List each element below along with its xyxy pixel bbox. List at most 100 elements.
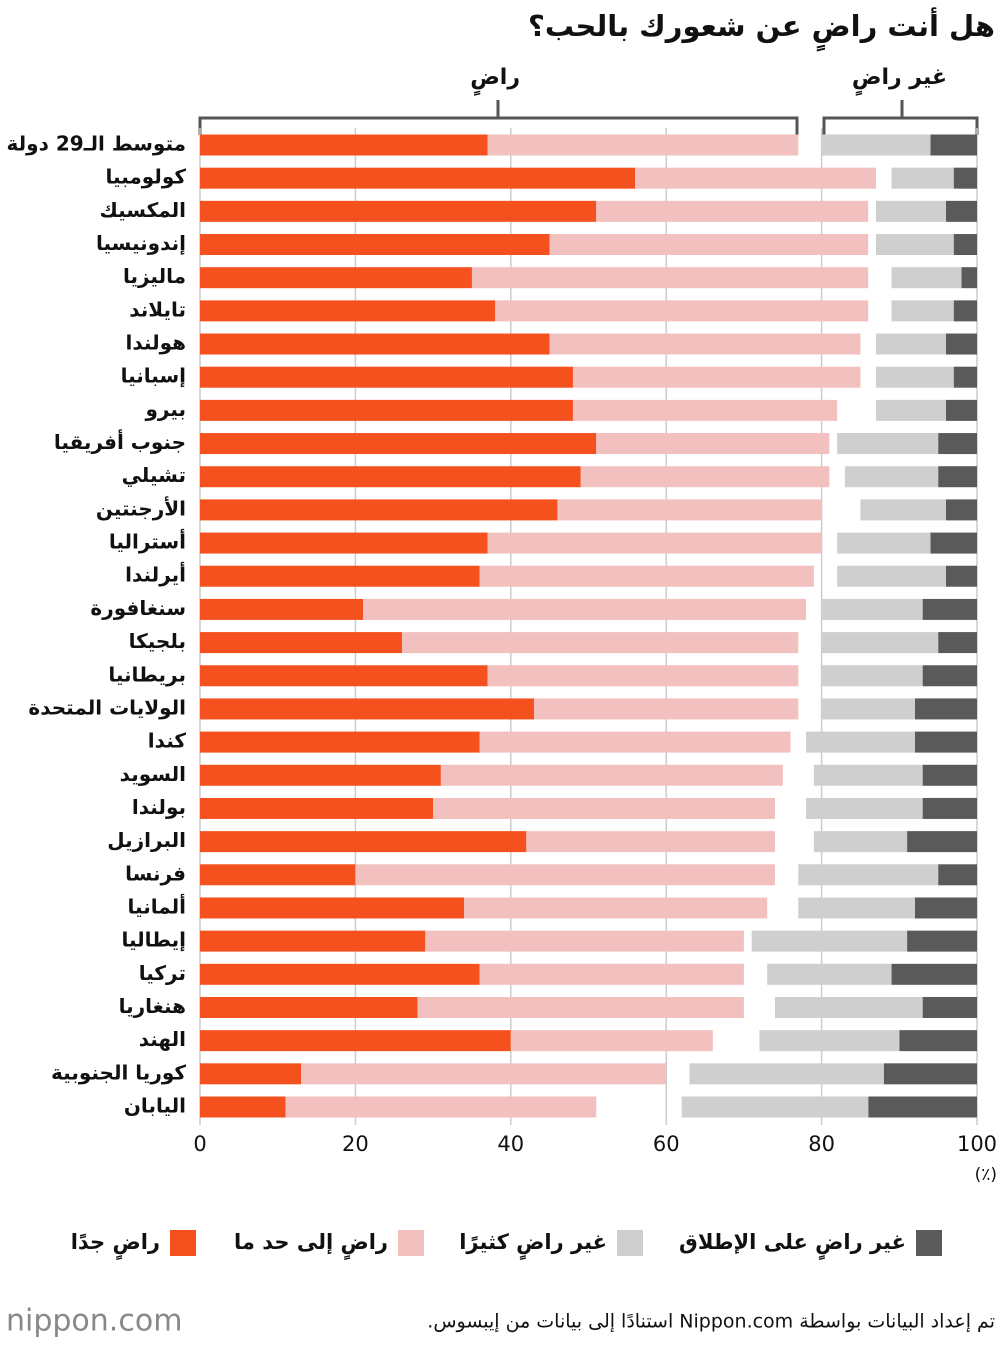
y-tick-label: الأرجنتين [96, 495, 186, 520]
bar-segment [875, 399, 946, 421]
bar-segment [914, 897, 977, 919]
bar-segment [495, 300, 869, 322]
bar-segment [806, 797, 923, 819]
y-tick-label: أيرلندا [125, 561, 186, 587]
bar-segment [681, 1096, 869, 1118]
bar-segment [549, 234, 869, 256]
bar-segment [821, 632, 939, 654]
bar-segment [930, 532, 977, 554]
bar-segment [751, 930, 908, 952]
bar-segment [557, 499, 822, 521]
bar-segment [200, 598, 364, 620]
bar-segment [821, 134, 931, 156]
bar-segment [487, 134, 799, 156]
y-tick-label: بولندا [132, 795, 186, 819]
bar-segment [200, 532, 488, 554]
bar-segment [899, 1030, 977, 1052]
y-tick-label: هنغاريا [119, 994, 186, 1018]
bar-segment [821, 698, 915, 720]
bar-segment [200, 764, 441, 786]
y-tick-label: بريطانيا [108, 662, 186, 686]
bar-segment [938, 466, 977, 488]
chart-title: هل أنت راضٍ عن شعورك بالحب؟ [528, 7, 995, 51]
bar-segment [363, 598, 807, 620]
bar-segment [572, 366, 861, 388]
bar-segment [200, 797, 434, 819]
bar-segment [953, 300, 977, 322]
y-tick-label: تشيلي [122, 463, 186, 488]
bar-segment [200, 565, 480, 587]
bar-segment [440, 764, 783, 786]
bar-segment [549, 333, 861, 355]
y-tick-label: متوسط الـ29 دولة [7, 132, 186, 156]
y-tick-label: السويد [120, 762, 186, 786]
bar-segment [402, 632, 799, 654]
bar-segment [200, 333, 550, 355]
bar-segment [907, 930, 977, 952]
bar-segment [572, 399, 838, 421]
bar-segment [883, 1063, 977, 1085]
bar-segment [596, 433, 830, 455]
legend-label: راضٍ جدًا [71, 1230, 160, 1261]
y-tick-label: اليابان [124, 1094, 186, 1118]
bar-segment [821, 598, 923, 620]
bar-segment [471, 267, 869, 289]
bar-segment [200, 963, 480, 985]
bar-segment [945, 565, 977, 587]
bar-segment [534, 698, 799, 720]
bar-segment [487, 532, 822, 554]
bar-segment [689, 1063, 884, 1085]
bar-segment [938, 632, 977, 654]
bar-segment [922, 665, 977, 687]
bar-segment [200, 1096, 286, 1118]
bar-segment [953, 366, 977, 388]
bar-segment [200, 300, 496, 322]
bar-segment [200, 167, 636, 189]
bar-segment [922, 598, 977, 620]
bar-segment [510, 1030, 713, 1052]
bar-segment [953, 167, 977, 189]
y-tick-label: سنغافورة [90, 596, 186, 620]
bar-segment [580, 466, 830, 488]
bar-segment [200, 632, 403, 654]
bar-segment [875, 200, 946, 222]
bar-segment [526, 831, 775, 853]
bar-segment [813, 831, 908, 853]
bar-segment [417, 996, 744, 1018]
bar-segment [922, 797, 977, 819]
bar-segment [200, 698, 535, 720]
x-unit: (٪) [975, 1165, 997, 1185]
bar-segment [875, 333, 946, 355]
legend-swatch [916, 1230, 942, 1256]
x-tick-label: 60 [653, 1132, 680, 1156]
bar-segment [200, 234, 550, 256]
bar-segment [914, 698, 977, 720]
x-tick-label: 20 [342, 1132, 369, 1156]
bar-segment [891, 963, 977, 985]
y-tick-label: بلجيكا [129, 629, 186, 653]
bar-segment [200, 366, 573, 388]
bar-segment [767, 963, 892, 985]
bar-segment [200, 267, 472, 289]
y-tick-label: فرنسا [125, 861, 186, 885]
legend-label: غير راضٍ كثيرًا [459, 1230, 607, 1261]
y-tick-label: الهند [139, 1027, 186, 1051]
bar-segment [200, 200, 597, 222]
bracket [822, 100, 979, 135]
bar-segment [891, 267, 962, 289]
y-tick-label: كندا [148, 729, 187, 753]
bar-segment [200, 433, 597, 455]
bar-segment [891, 300, 954, 322]
y-tick-label: أستراليا [109, 528, 186, 554]
bar-segment [961, 267, 977, 289]
bracket-label: غير راضٍ [852, 65, 947, 96]
bar-segment [930, 134, 977, 156]
y-tick-label: إيطاليا [121, 928, 186, 952]
bar-segment [945, 499, 977, 521]
bar-segment [813, 764, 923, 786]
x-tick-label: 100 [957, 1132, 997, 1156]
legend-swatch [170, 1230, 196, 1256]
bar-segment [425, 930, 744, 952]
bar-segment [200, 1063, 302, 1085]
bar-segment [953, 234, 977, 256]
